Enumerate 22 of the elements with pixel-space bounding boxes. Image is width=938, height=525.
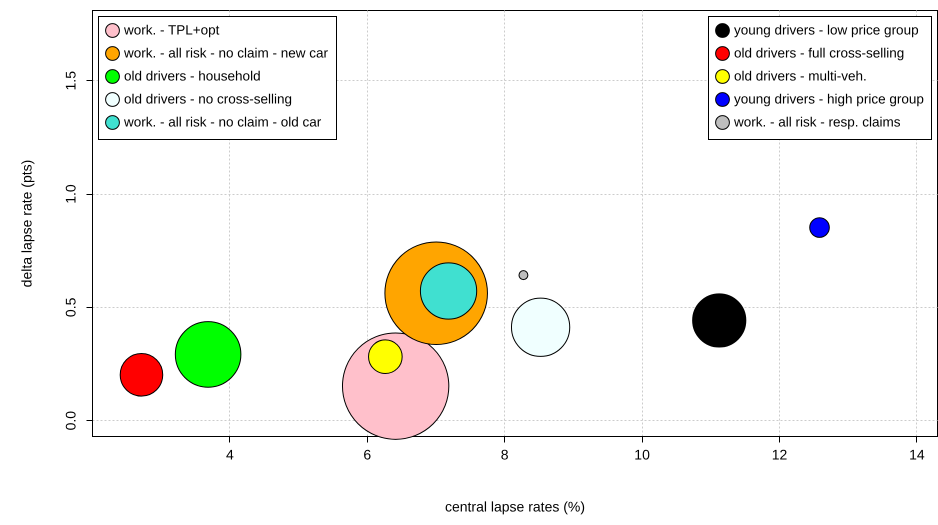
y-tick-label: 1.0 — [62, 184, 78, 204]
legend-label: old drivers - multi-veh. — [734, 68, 867, 84]
x-tick-label: 6 — [363, 446, 372, 462]
legend-label: work. - all risk - no claim - old car — [123, 114, 322, 130]
x-tick-label: 12 — [772, 446, 788, 462]
x-tick-label: 8 — [500, 446, 509, 462]
legend-label: work. - all risk - resp. claims — [733, 114, 901, 130]
legend-label: old drivers - full cross-selling — [734, 46, 904, 60]
x-tick-label: 14 — [909, 446, 925, 462]
y-tick-label: 0.0 — [62, 410, 78, 430]
legend-label: old drivers - household — [124, 68, 261, 84]
legend-label: old drivers - no cross-selling — [124, 92, 292, 106]
x-tick-label: 4 — [226, 446, 234, 462]
y-axis-title: delta lapse rate (pts) — [18, 160, 34, 288]
legend-label: work. - TPL+opt — [123, 22, 220, 38]
legend-label: young drivers - low price group — [734, 22, 919, 38]
y-tick-label: 1.5 — [62, 70, 78, 90]
y-tick-label: 0.5 — [62, 297, 78, 318]
legend-label: work. - all risk - no claim - new car — [123, 46, 329, 60]
legend-label: young drivers - high price group — [734, 92, 924, 106]
x-axis-title: central lapse rates (%) — [444, 498, 586, 514]
x-tick-label: 10 — [634, 446, 650, 462]
